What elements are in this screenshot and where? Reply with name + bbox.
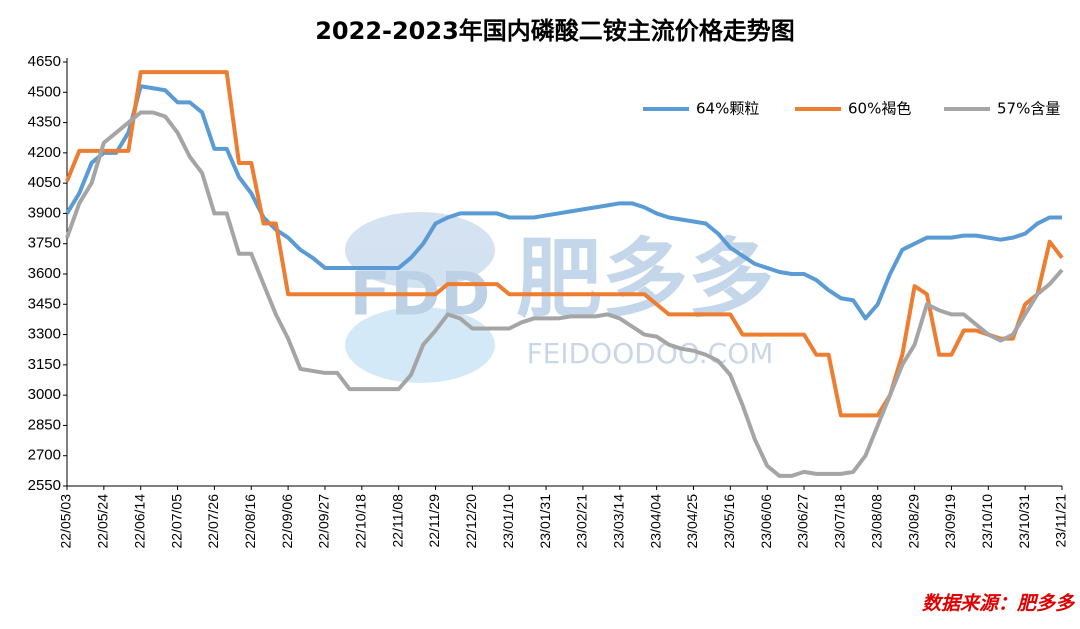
x-tick-label: 23/02/21 [574,494,590,549]
x-tick-label: 22/09/06 [279,494,295,549]
y-tick-label: 3900 [28,204,61,221]
source-note: 数据来源：肥多多 [922,593,1076,615]
y-tick-label: 3600 [28,265,61,282]
x-tick-label: 23/10/31 [1016,494,1032,549]
y-tick-label: 3150 [28,356,61,373]
y-tick-label: 4350 [28,114,61,131]
x-tick-label: 23/09/19 [942,494,958,549]
x-tick-label: 22/07/05 [168,494,184,549]
y-tick-label: 4650 [28,53,61,70]
series-line [65,110,1064,478]
x-tick-label: 22/08/16 [242,494,258,549]
x-tick-label: 22/11/08 [389,494,405,548]
x-tick-label: 23/10/10 [979,494,995,549]
y-tick-label: 2700 [28,447,61,464]
x-tick-label: 23/01/31 [537,494,553,549]
x-tick-label: 22/06/14 [131,494,147,549]
y-tick-label: 3750 [28,235,61,252]
x-tick-label: 22/12/20 [463,494,479,549]
x-tick-label: 23/08/08 [868,494,884,549]
x-tick-label: 23/06/27 [795,494,811,549]
y-tick-label: 3300 [28,326,61,343]
x-tick-label: 22/05/03 [58,494,74,549]
chart-title: 2022-2023年国内磷酸二铵主流价格走势图 [315,17,795,45]
x-tick-label: 23/06/06 [758,494,774,549]
y-tick-label: 3000 [28,386,61,403]
x-tick-label: 23/05/16 [721,494,737,549]
y-tick-label: 4500 [28,83,61,100]
watermark-leaf [345,307,495,383]
series-line [65,84,1062,321]
watermark-name: 肥多多 [516,229,774,329]
x-tick-label: 22/10/18 [353,494,369,549]
legend-label: 60%褐色 [848,100,911,118]
x-tick-label: 23/08/29 [905,494,921,549]
x-tick-label: 22/07/26 [205,494,221,549]
x-tick-label: 22/09/27 [316,494,332,549]
x-tick-label: 23/03/14 [610,494,626,549]
x-tick-label: 23/04/25 [684,494,700,549]
x-tick-label: 23/07/18 [832,494,848,549]
x-tick-label: 22/11/29 [426,494,442,548]
x-tick-label: 22/05/24 [95,494,111,549]
y-tick-label: 2850 [28,416,61,433]
legend-label: 64%颗粒 [696,100,759,118]
y-tick-label: 3450 [28,295,61,312]
x-tick-label: 23/11/21 [1053,494,1069,548]
x-tick-label: 23/04/04 [647,494,663,549]
legend-label: 57%含量 [997,100,1060,118]
y-tick-label: 2550 [28,477,61,494]
x-tick-label: 23/01/10 [500,494,516,549]
y-tick-label: 4050 [28,174,61,191]
watermark-site: FEIDOODOO.COM [527,337,774,370]
y-tick-label: 4200 [28,144,61,161]
